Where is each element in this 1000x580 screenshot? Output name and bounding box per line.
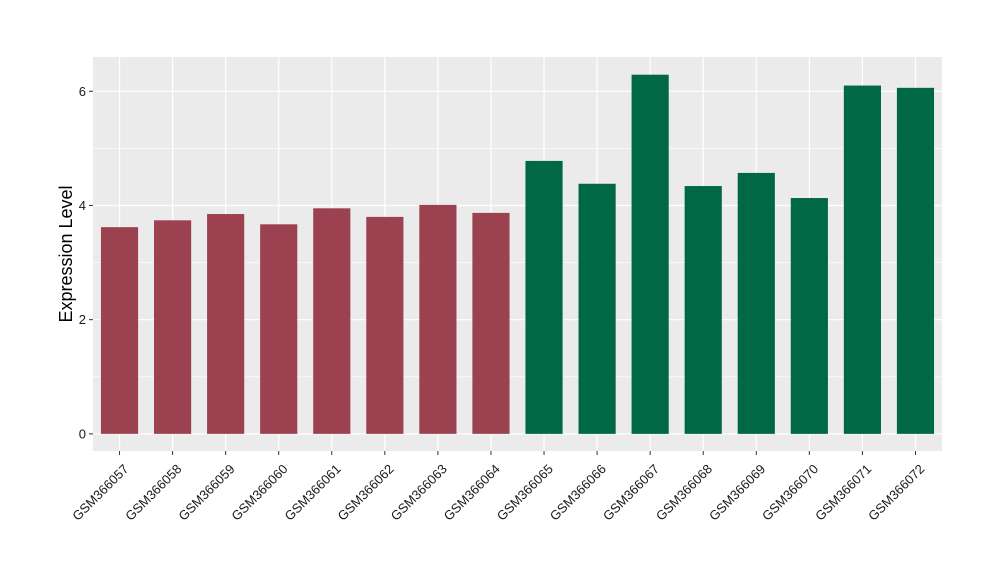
x-tick-label: GSM366067 <box>600 461 662 523</box>
x-tick-label: GSM366069 <box>706 461 768 523</box>
x-tick-label: GSM366057 <box>69 461 131 523</box>
x-tick-label: GSM366066 <box>547 461 609 523</box>
bar-GSM366072 <box>896 87 935 434</box>
x-tick-label: GSM366062 <box>335 461 397 523</box>
bar-GSM366064 <box>472 212 510 434</box>
bar-GSM366060 <box>260 224 298 434</box>
x-axis: GSM366057GSM366058GSM366059GSM366060GSM3… <box>69 451 927 524</box>
bar-GSM366058 <box>154 220 192 434</box>
x-tick-label: GSM366071 <box>812 461 874 523</box>
bar-GSM366068 <box>684 186 722 434</box>
bar-GSM366067 <box>631 74 669 434</box>
bar-GSM366069 <box>737 172 775 434</box>
bars-group <box>100 74 935 434</box>
bar-GSM366062 <box>366 216 404 434</box>
bar-GSM366061 <box>313 208 351 434</box>
y-axis: 0 2 4 6 <box>79 84 93 441</box>
bar-GSM366071 <box>843 85 881 434</box>
x-tick-label: GSM366064 <box>441 461 503 523</box>
bar-GSM366066 <box>578 183 616 434</box>
x-tick-label: GSM366068 <box>653 461 715 523</box>
x-tick-label: GSM366063 <box>388 461 450 523</box>
y-axis-title: Expression Level <box>56 185 76 322</box>
y-tick-label: 6 <box>79 84 86 99</box>
bar-GSM366063 <box>419 204 457 434</box>
x-tick-label: GSM366060 <box>228 461 290 523</box>
y-tick-label: 4 <box>79 198 86 213</box>
x-tick-label: GSM366070 <box>759 461 821 523</box>
x-tick-label: GSM366061 <box>281 461 343 523</box>
bar-GSM366070 <box>790 198 828 434</box>
y-tick-label: 0 <box>79 426 86 441</box>
bar-GSM366065 <box>525 160 563 434</box>
x-tick-label: GSM366065 <box>494 461 556 523</box>
y-tick-label: 2 <box>79 312 86 327</box>
bar-GSM366059 <box>207 214 245 434</box>
x-tick-label: GSM366059 <box>175 461 237 523</box>
bar-GSM366057 <box>100 227 139 434</box>
x-tick-label: GSM366058 <box>122 461 184 523</box>
x-tick-label: GSM366072 <box>865 461 927 523</box>
